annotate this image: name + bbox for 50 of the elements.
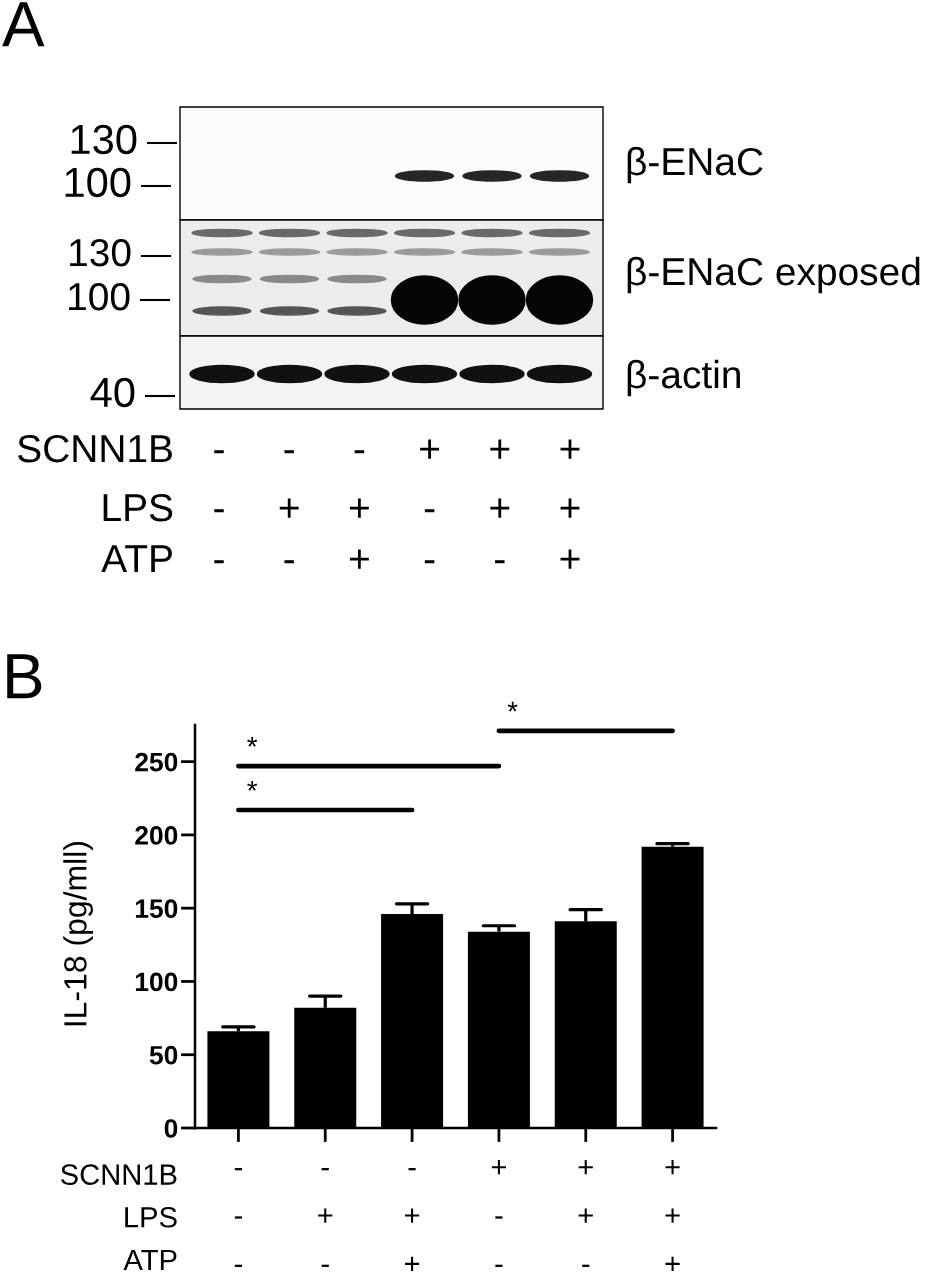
text: 130 [71,124,137,155]
text: + [349,498,369,518]
text: - [214,560,224,564]
category-label: + - - [491,1160,506,1267]
text: + [420,439,440,459]
series-label: * [247,736,258,747]
text: - [424,560,435,564]
text: + [560,549,580,569]
text: + [560,439,580,459]
text: SCNN1B [18,434,172,463]
text: - [354,450,365,454]
text: - [214,509,224,513]
text: - [284,450,294,454]
text: + [560,498,580,518]
category-label: - - - [234,1168,242,1267]
text: + [490,439,510,459]
text: 100 [65,167,131,198]
y-axis-title: IL-18 (pg/mll) [63,842,93,1026]
y-tick-label: 0 [164,1119,178,1138]
text: ATP [123,1249,177,1270]
chart-title: B [7,654,42,699]
text: - [284,560,294,564]
text: + [279,498,299,518]
text: LPS [103,493,173,522]
text: 40 [90,377,135,408]
text: LPS [125,1206,177,1228]
y-tick-label: 100 [135,972,178,992]
text: β-actin [627,359,740,397]
text: - [424,509,435,513]
text: + [349,549,369,569]
category-label: - + - [318,1168,333,1267]
text: A [2,2,45,47]
text: - [214,450,224,454]
y-tick-label: 150 [135,899,178,918]
text: 100 [69,282,130,311]
y-tick-label: 200 [135,826,178,845]
series-label: * [507,701,518,712]
text: β-ENaC [627,146,763,184]
series-label: * [247,780,258,791]
text: - [495,560,505,564]
x-tick-label: + + + [665,1160,680,1271]
category-label: + + - [578,1160,593,1267]
text: β-ENaC exposed [627,256,920,294]
text: ATP [101,545,172,573]
y-tick-label: 250 [135,752,178,772]
category-label: - + + [404,1168,420,1271]
text: SCNN1B [61,1164,177,1185]
text: 130 [70,238,131,267]
y-tick-label: 50 [149,1045,178,1065]
text: + [490,498,510,518]
